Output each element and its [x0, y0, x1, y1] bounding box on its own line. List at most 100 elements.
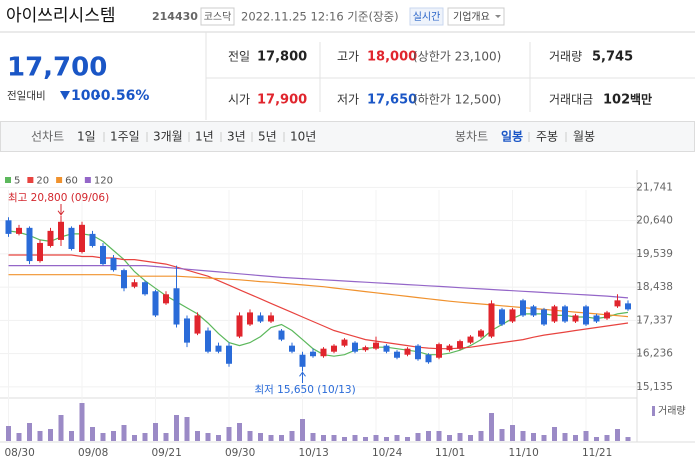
candle-body: [215, 345, 222, 352]
company-info-button-box[interactable]: [447, 7, 505, 26]
period-tab[interactable]: 5년: [258, 130, 277, 144]
volume-bar: [342, 437, 347, 441]
volume-bar: [478, 431, 484, 441]
x-tick-label: 08/30: [5, 447, 35, 459]
moving-average-line: [8, 254, 629, 350]
period-tab[interactable]: 10년: [290, 130, 316, 144]
legend-swatch: [5, 177, 11, 183]
current-price: 17,700: [7, 53, 107, 83]
volume-bar: [321, 435, 326, 441]
candle-body: [257, 315, 264, 322]
volume-bar: [205, 433, 211, 441]
low-annotation: 최저 15,650 (10/13): [255, 384, 356, 396]
volume-bar: [520, 431, 526, 441]
volume-bar: [468, 435, 473, 441]
candle-body: [352, 342, 358, 352]
volume-bar: [247, 431, 253, 441]
legend-label: 5: [14, 176, 20, 187]
candle-body: [383, 345, 390, 352]
stat-label: 거래량: [549, 50, 582, 64]
period-tab[interactable]: 1주일: [110, 130, 140, 144]
candle-body: [79, 224, 85, 253]
stat-value: 18,000: [367, 50, 417, 65]
volume-bar: [552, 427, 557, 441]
period-tab[interactable]: 3년: [227, 130, 246, 144]
candle-body: [37, 242, 43, 262]
candle-body: [583, 306, 589, 325]
volume-bar: [132, 435, 137, 441]
volume-bar: [268, 435, 274, 441]
candle-body: [68, 227, 75, 249]
volume-bar: [373, 435, 379, 441]
candle-body: [404, 348, 411, 355]
candle-body: [121, 270, 127, 289]
y-tick-label: 16,236: [636, 348, 673, 360]
volume-bar: [216, 435, 221, 441]
volume-bar: [310, 433, 316, 441]
candle-body: [593, 315, 600, 322]
volume-bar: [27, 423, 32, 441]
volume-bar: [436, 431, 442, 441]
volume-bar: [300, 419, 305, 441]
volume-bar: [331, 435, 337, 441]
realtime-badge-box[interactable]: [409, 7, 444, 26]
realtime-badge[interactable]: 실시간: [413, 11, 441, 23]
candle-body: [394, 351, 400, 358]
high-annotation: 최고 20,800 (09/06): [8, 192, 109, 204]
candle-body: [467, 336, 474, 343]
candle-body: [163, 294, 169, 304]
x-tick-label: 09/08: [78, 447, 108, 459]
y-tick-label: 15,135: [636, 381, 673, 393]
candle-body: [530, 306, 537, 316]
y-tick-label: 19,539: [636, 248, 673, 260]
volume-bar: [100, 433, 106, 441]
candle-chart-label: 봉차트: [455, 130, 488, 144]
x-tick-label: 11/21: [582, 447, 612, 459]
period-tab[interactable]: 3개월: [153, 130, 183, 144]
volume-bar: [384, 437, 389, 441]
candle-period-tab[interactable]: 주봉: [536, 130, 558, 144]
volume-bar: [153, 423, 158, 441]
stat-label: 시가: [228, 93, 250, 107]
volume-bar: [174, 415, 179, 441]
volume-bar: [184, 417, 190, 441]
volume-bar: [447, 435, 452, 441]
candle-body: [5, 220, 12, 234]
down-arrow: [60, 91, 70, 100]
candle-body: [131, 282, 138, 287]
volume-bar: [604, 435, 610, 441]
x-tick-label: 10/24: [372, 447, 403, 459]
volume-bar: [16, 433, 22, 441]
line-chart-label: 선차트: [31, 130, 64, 144]
volume-bar: [531, 433, 536, 441]
candle-body: [100, 245, 106, 265]
candle-period-tab[interactable]: 일봉: [501, 130, 523, 144]
volume-bar: [573, 435, 578, 441]
period-tab[interactable]: 1년: [195, 130, 214, 144]
change-amount: 100: [71, 88, 100, 104]
period-tab[interactable]: 1일: [77, 130, 96, 144]
volume-bar: [279, 435, 284, 441]
volume-bar: [237, 423, 242, 441]
volume-bar: [625, 437, 631, 441]
candle-period-tab[interactable]: 월봉: [573, 130, 595, 144]
x-tick-label: 11/01: [435, 447, 465, 459]
candle-body: [614, 300, 621, 307]
x-tick-label: 11/10: [509, 447, 539, 459]
candle-body: [173, 288, 180, 325]
candle-body: [425, 354, 432, 363]
candle-body: [551, 306, 558, 322]
stat-value: 17,900: [257, 93, 307, 108]
company-info-button[interactable]: 기업개요: [453, 10, 490, 23]
y-tick-label: 17,337: [636, 314, 673, 326]
candle-body: [205, 330, 211, 352]
candle-body: [478, 330, 484, 337]
stat-value: 17,650: [367, 93, 417, 108]
stat-label: 거래대금: [549, 93, 593, 107]
legend-swatch: [84, 177, 91, 183]
candle-body: [184, 318, 190, 343]
candle-body: [16, 227, 22, 234]
volume-bar: [499, 429, 505, 441]
volume-bar: [195, 431, 200, 441]
